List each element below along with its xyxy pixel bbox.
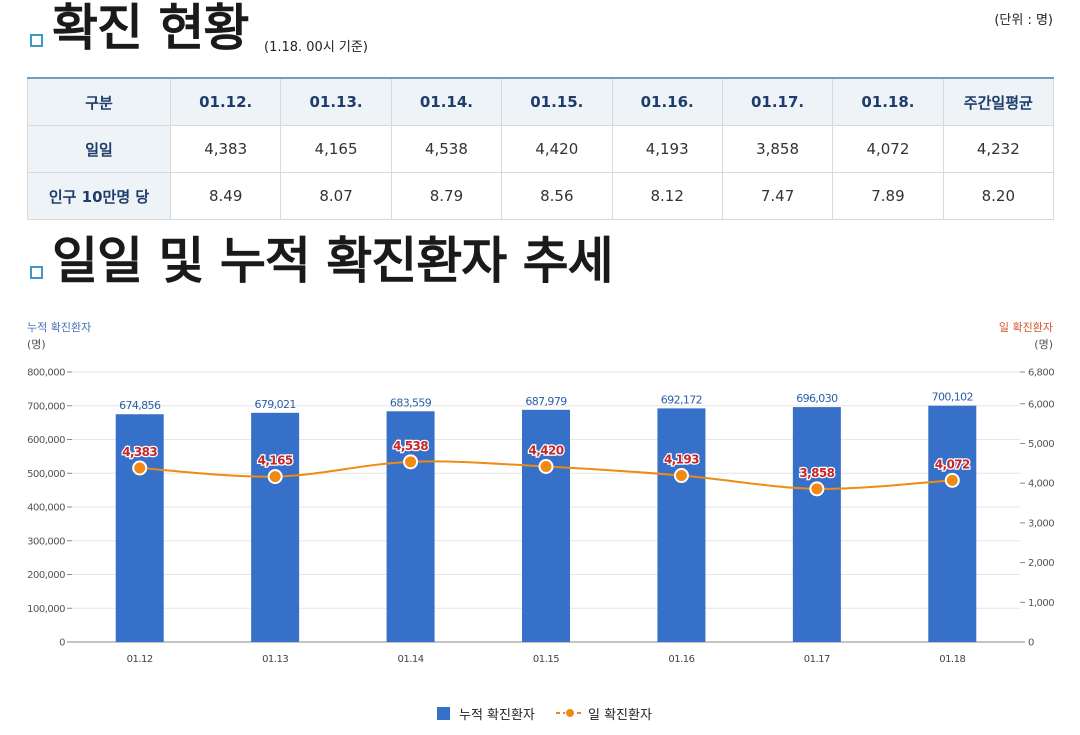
x-tick-label: 01.13 — [262, 654, 288, 665]
status-table: 구분 01.12. 01.13. 01.14. 01.15. 01.16. 01… — [27, 77, 1055, 220]
line-value-label: 4,193 — [664, 453, 699, 467]
table-header: 01.14. — [390, 77, 503, 126]
table-header: 주간일평균 — [942, 77, 1055, 126]
right-axis-title: 일 확진환자 — [998, 321, 1053, 334]
line-point — [944, 472, 960, 488]
left-axis-title: 누적 확진환자 — [27, 321, 92, 334]
unit-label: (단위 : 명) — [994, 13, 1053, 28]
table-cell: 4,193 — [611, 125, 723, 173]
bar — [792, 407, 841, 642]
bar-value-label: 692,172 — [661, 393, 702, 406]
left-tick-label: 700,000 — [27, 401, 65, 412]
section-title-status: 확진 현황 — [52, 0, 249, 57]
table-cell: 4,165 — [280, 125, 392, 173]
table-header-row: 구분 01.12. 01.13. 01.14. 01.15. 01.16. 01… — [27, 77, 1055, 126]
table-cell: 8.79 — [390, 172, 503, 220]
right-tick-label: 3,000 — [1028, 518, 1054, 529]
section-title-trend: 일일 및 누적 확진환자 추세 — [52, 232, 614, 290]
left-tick-label: 200,000 — [27, 570, 65, 581]
section-bullet-icon — [30, 34, 43, 47]
left-tick-label: 800,000 — [27, 368, 65, 379]
legend-bar-label: 누적 확진환자 — [459, 708, 535, 723]
right-tick-label: 0 — [1028, 638, 1034, 649]
bar-value-label: 700,102 — [932, 391, 973, 404]
right-tick-label: 2,000 — [1028, 558, 1054, 569]
line-point — [538, 459, 554, 474]
bar — [928, 405, 977, 642]
left-tick-label: 400,000 — [27, 503, 65, 514]
table-cell: 4,072 — [832, 125, 944, 173]
basis-time: (1.18. 00시 기준) — [264, 40, 368, 55]
line-point — [673, 468, 689, 484]
table-cell: 3,858 — [721, 125, 834, 173]
table-header: 구분 — [27, 77, 171, 126]
line-value-label: 4,420 — [529, 444, 564, 458]
legend-bar-swatch — [437, 707, 450, 720]
legend-line-label: 일 확진환자 — [588, 708, 652, 723]
left-tick-label: 0 — [59, 638, 65, 649]
bar-value-label: 679,021 — [254, 398, 295, 411]
line-point — [809, 481, 825, 497]
table-header: 01.12. — [169, 77, 282, 126]
table-cell: 8.56 — [501, 172, 613, 220]
table-cell: 7.89 — [832, 172, 944, 220]
table-header: 01.17. — [721, 77, 834, 126]
bar-value-label: 683,559 — [390, 396, 432, 409]
line-point — [267, 469, 283, 485]
right-tick-label: 1,000 — [1028, 598, 1054, 609]
right-tick-label: 4,000 — [1028, 479, 1054, 490]
left-axis-unit: (명) — [27, 338, 46, 351]
bar — [522, 409, 570, 642]
x-tick-label: 01.18 — [939, 654, 965, 665]
section-bullet-icon — [30, 266, 43, 279]
table-cell: 7.47 — [721, 172, 834, 220]
right-tick-label: 6,800 — [1028, 368, 1054, 379]
table-cell: 4,420 — [501, 125, 613, 173]
line-value-label: 3,858 — [799, 466, 834, 480]
table-cell: 8.49 — [169, 172, 282, 220]
x-tick-label: 01.14 — [398, 654, 424, 665]
legend-line-swatch — [556, 708, 584, 718]
bar-value-label: 696,030 — [796, 392, 838, 405]
left-tick-label: 600,000 — [27, 435, 65, 446]
left-tick-label: 500,000 — [27, 469, 65, 480]
table-header: 01.13. — [280, 77, 392, 126]
table-cell: 4,383 — [169, 125, 282, 173]
line-value-label: 4,383 — [122, 445, 157, 459]
right-tick-label: 5,000 — [1028, 439, 1054, 450]
table-header: 01.16. — [611, 77, 723, 126]
line-value-label: 4,072 — [935, 457, 970, 471]
bar — [657, 408, 706, 642]
daily-series-line — [139, 460, 953, 490]
line-point — [403, 454, 419, 470]
x-tick-label: 01.12 — [127, 654, 153, 665]
table-cell: 8.20 — [942, 172, 1055, 220]
table-cell: 4,538 — [390, 125, 503, 173]
left-tick-label: 300,000 — [27, 536, 65, 547]
bar — [251, 412, 300, 642]
line-value-label: 4,538 — [393, 439, 428, 453]
table-header: 01.18. — [832, 77, 944, 126]
row-label: 인구 10만명 당 — [27, 172, 171, 220]
bar-value-label: 674,856 — [119, 399, 161, 412]
table-header: 01.15. — [501, 77, 613, 126]
row-label: 일일 — [27, 125, 171, 173]
x-tick-label: 01.16 — [668, 654, 694, 665]
table-cell: 8.12 — [611, 172, 723, 220]
table-cell: 4,232 — [942, 125, 1055, 173]
bar — [115, 414, 164, 642]
table-row: 인구 10만명 당 8.49 8.07 8.79 8.56 8.12 7.47 … — [27, 172, 1055, 220]
table-cell: 8.07 — [280, 172, 392, 220]
line-value-label: 4,165 — [258, 454, 293, 468]
right-axis-unit: (명) — [1034, 338, 1053, 351]
x-tick-label: 01.15 — [533, 654, 559, 665]
x-tick-label: 01.17 — [804, 654, 830, 665]
bar-value-label: 687,979 — [525, 395, 567, 408]
left-tick-label: 100,000 — [27, 604, 65, 615]
right-tick-label: 6,000 — [1028, 399, 1054, 410]
line-point — [132, 460, 148, 476]
bar — [386, 411, 435, 642]
table-row: 일일 4,383 4,165 4,538 4,420 4,193 3,858 4… — [27, 125, 1055, 173]
